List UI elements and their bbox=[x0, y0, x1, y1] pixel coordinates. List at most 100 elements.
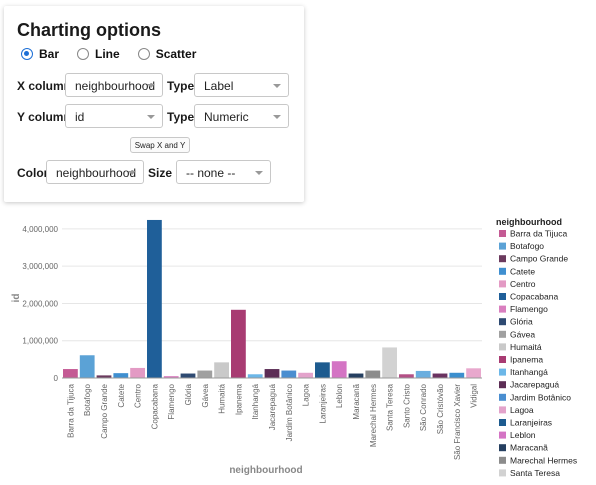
size-label: Size bbox=[148, 166, 173, 180]
legend-swatch bbox=[499, 330, 506, 338]
radio-line-dot[interactable] bbox=[77, 48, 90, 60]
x-tick-label: Catete bbox=[117, 383, 126, 407]
legend-swatch bbox=[499, 318, 506, 326]
y-column-value: id bbox=[75, 110, 85, 124]
bar bbox=[63, 369, 78, 378]
y-tick-label: 1,000,000 bbox=[22, 337, 58, 346]
x-tick-label: São Cristóvão bbox=[436, 383, 445, 434]
bar bbox=[315, 362, 330, 378]
x-tick-label: Santa Teresa bbox=[386, 383, 395, 431]
bar bbox=[399, 374, 414, 378]
legend-swatch bbox=[499, 469, 506, 477]
x-tick-label: Itanhangá bbox=[251, 383, 260, 419]
x-tick-label: Gávea bbox=[201, 383, 210, 407]
x-tick-label: Vidigal bbox=[470, 384, 479, 408]
legend-swatch bbox=[499, 406, 506, 414]
legend-swatch bbox=[499, 356, 506, 363]
bar bbox=[281, 370, 297, 378]
x-type-select[interactable]: Label bbox=[194, 73, 289, 97]
x-type-value: Label bbox=[204, 79, 234, 93]
x-tick-label: Maracanã bbox=[352, 383, 361, 419]
grid-lines bbox=[62, 228, 482, 379]
legend-swatch bbox=[499, 255, 506, 263]
bar bbox=[432, 373, 448, 378]
color-label: Color bbox=[17, 166, 49, 180]
size-select[interactable]: -- none -- bbox=[176, 160, 271, 184]
radio-line[interactable]: Line bbox=[77, 47, 120, 61]
legend-swatch bbox=[499, 381, 506, 389]
radio-scatter-label: Scatter bbox=[155, 47, 197, 61]
x-tick-label: Glória bbox=[184, 383, 193, 405]
bar bbox=[264, 369, 280, 378]
x-tick-label: Campo Grande bbox=[100, 383, 109, 438]
bar bbox=[231, 309, 246, 378]
legend-item: Botafogo bbox=[510, 241, 544, 251]
x-tick-label: Santo Cristo bbox=[402, 383, 411, 428]
legend-title: neighbourhood bbox=[496, 217, 562, 227]
legend: Barra da Tijuca Botafogo Campo Grande Catet… bbox=[499, 229, 577, 478]
legend-swatch bbox=[499, 431, 506, 439]
x-tick-label: Jacarepaguá bbox=[268, 383, 277, 430]
y-type-value: Numeric bbox=[204, 110, 249, 124]
axes: 0 1,000,000 2,000,000 3,000,000 4,000,000 Bar… bbox=[22, 225, 482, 460]
chevron-down-icon bbox=[273, 115, 281, 119]
panel-title: Charting options bbox=[17, 20, 161, 40]
legend-item: Campo Grande bbox=[510, 254, 568, 264]
legend-item: Glória bbox=[510, 317, 533, 327]
legend-swatch bbox=[499, 267, 506, 275]
legend-item: Lagoa bbox=[510, 405, 534, 415]
chart-type-radio-group: Bar Line Scatter bbox=[21, 47, 214, 61]
legend-item: Leblon bbox=[510, 430, 536, 440]
radio-scatter[interactable]: Scatter bbox=[137, 47, 197, 61]
radio-bar[interactable]: Bar bbox=[21, 47, 59, 61]
legend-swatch bbox=[499, 293, 506, 300]
bar bbox=[298, 372, 313, 378]
charting-options-panel: Charting options Bar Line Scatter X colu… bbox=[4, 6, 304, 202]
color-value: neighbourhood bbox=[56, 166, 137, 180]
bar bbox=[197, 370, 213, 378]
chevron-down-icon bbox=[273, 84, 281, 88]
legend-item: Laranjeiras bbox=[510, 418, 552, 428]
bar bbox=[214, 362, 229, 378]
radio-bar-dot[interactable] bbox=[21, 48, 33, 60]
y-column-select[interactable]: id bbox=[65, 104, 163, 128]
x-tick-label: Leblon bbox=[335, 384, 344, 408]
x-column-select[interactable]: neighbourhood bbox=[65, 73, 163, 97]
x-tick-label: Barra da Tijuca bbox=[66, 383, 75, 437]
legend-item: Gávea bbox=[510, 329, 535, 339]
bar bbox=[331, 361, 347, 378]
bar bbox=[147, 219, 162, 378]
legend-item: Copacabana bbox=[510, 292, 558, 302]
bar bbox=[96, 375, 112, 378]
x-tick-label: Jardim Botânico bbox=[285, 383, 294, 441]
legend-swatch bbox=[499, 230, 506, 237]
legend-item: Jacarepaguá bbox=[510, 380, 559, 390]
legend-item: Barra da Tijuca bbox=[510, 229, 567, 239]
legend-swatch bbox=[499, 444, 506, 452]
x-tick-label: Copacabana bbox=[150, 383, 159, 429]
bar bbox=[163, 376, 179, 378]
x-tick-label: Botafogo bbox=[83, 383, 92, 416]
radio-scatter-dot[interactable] bbox=[137, 48, 150, 60]
bars bbox=[63, 219, 481, 378]
y-column-label: Y column bbox=[17, 110, 71, 124]
y-type-select[interactable]: Numeric bbox=[194, 104, 289, 128]
x-tick-label: São Conrado bbox=[419, 383, 428, 431]
x-column-value: neighbourhood bbox=[75, 79, 156, 93]
y-tick-label: 3,000,000 bbox=[22, 262, 58, 271]
legend-item: Marechal Hermes bbox=[510, 455, 577, 465]
bar bbox=[365, 370, 381, 378]
bar bbox=[449, 372, 465, 378]
legend-item: Catete bbox=[510, 266, 535, 276]
x-column-label: X column bbox=[17, 79, 72, 93]
bar bbox=[79, 355, 95, 378]
x-tick-label: São Francisco Xavier bbox=[453, 384, 462, 460]
legend-swatch bbox=[499, 393, 506, 401]
legend-swatch bbox=[499, 242, 506, 250]
y-tick-label: 2,000,000 bbox=[22, 299, 58, 308]
size-value: -- none -- bbox=[186, 166, 236, 180]
chevron-down-icon bbox=[255, 171, 263, 175]
swap-xy-button[interactable]: Swap X and Y bbox=[130, 137, 190, 153]
color-select[interactable]: neighbourhood bbox=[46, 160, 144, 184]
